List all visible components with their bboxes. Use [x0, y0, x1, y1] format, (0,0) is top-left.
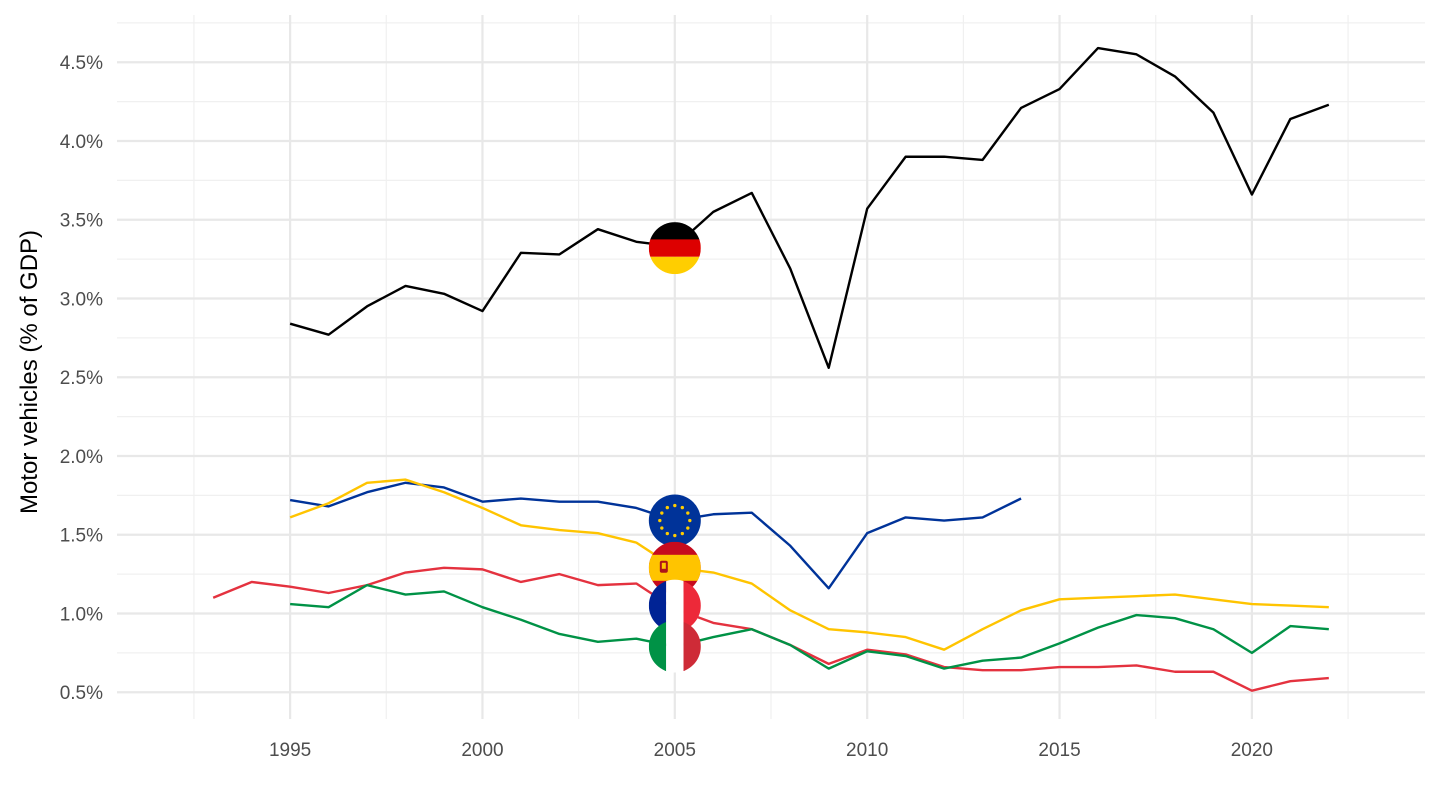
x-tick-label: 2010 — [846, 740, 888, 761]
y-tick-label: 2.5% — [60, 368, 103, 389]
x-axis-tick-labels: 1995 2000 2005 2010 2015 2020 — [269, 740, 1273, 761]
series-line-spain — [289, 478, 1329, 651]
x-tick-label: 2015 — [1038, 740, 1080, 761]
y-tick-label: 4.0% — [60, 132, 103, 153]
germany-flag-icon — [648, 222, 701, 275]
france-flag-icon — [648, 579, 701, 632]
y-tick-label: 3.5% — [60, 211, 103, 232]
y-tick-label: 3.0% — [60, 289, 103, 310]
series-line-italy — [290, 583, 1329, 670]
y-tick-label: 4.5% — [60, 53, 103, 74]
y-axis-tick-labels: 0.5% 1.0% 1.5% 2.0% 2.5% 3.0% 3.5% 4.0% 4.5% — [60, 53, 103, 704]
grid-minor — [117, 15, 1425, 719]
grid-major — [117, 15, 1425, 719]
italy-flag-icon — [648, 620, 701, 673]
y-tick-label: 2.0% — [60, 447, 103, 468]
flag-markers — [648, 222, 701, 673]
y-axis-label: Motor vehicles (% of GDP) — [16, 230, 43, 514]
x-tick-label: 2020 — [1231, 740, 1273, 761]
y-tick-label: 1.5% — [60, 526, 103, 547]
series-line-germany — [289, 46, 1330, 369]
x-tick-label: 1995 — [269, 740, 311, 761]
x-tick-label: 2005 — [654, 740, 696, 761]
y-tick-label: 0.5% — [60, 683, 103, 704]
x-tick-label: 2000 — [461, 740, 503, 761]
eu-flag-icon — [648, 494, 701, 547]
y-tick-label: 1.0% — [60, 604, 103, 625]
